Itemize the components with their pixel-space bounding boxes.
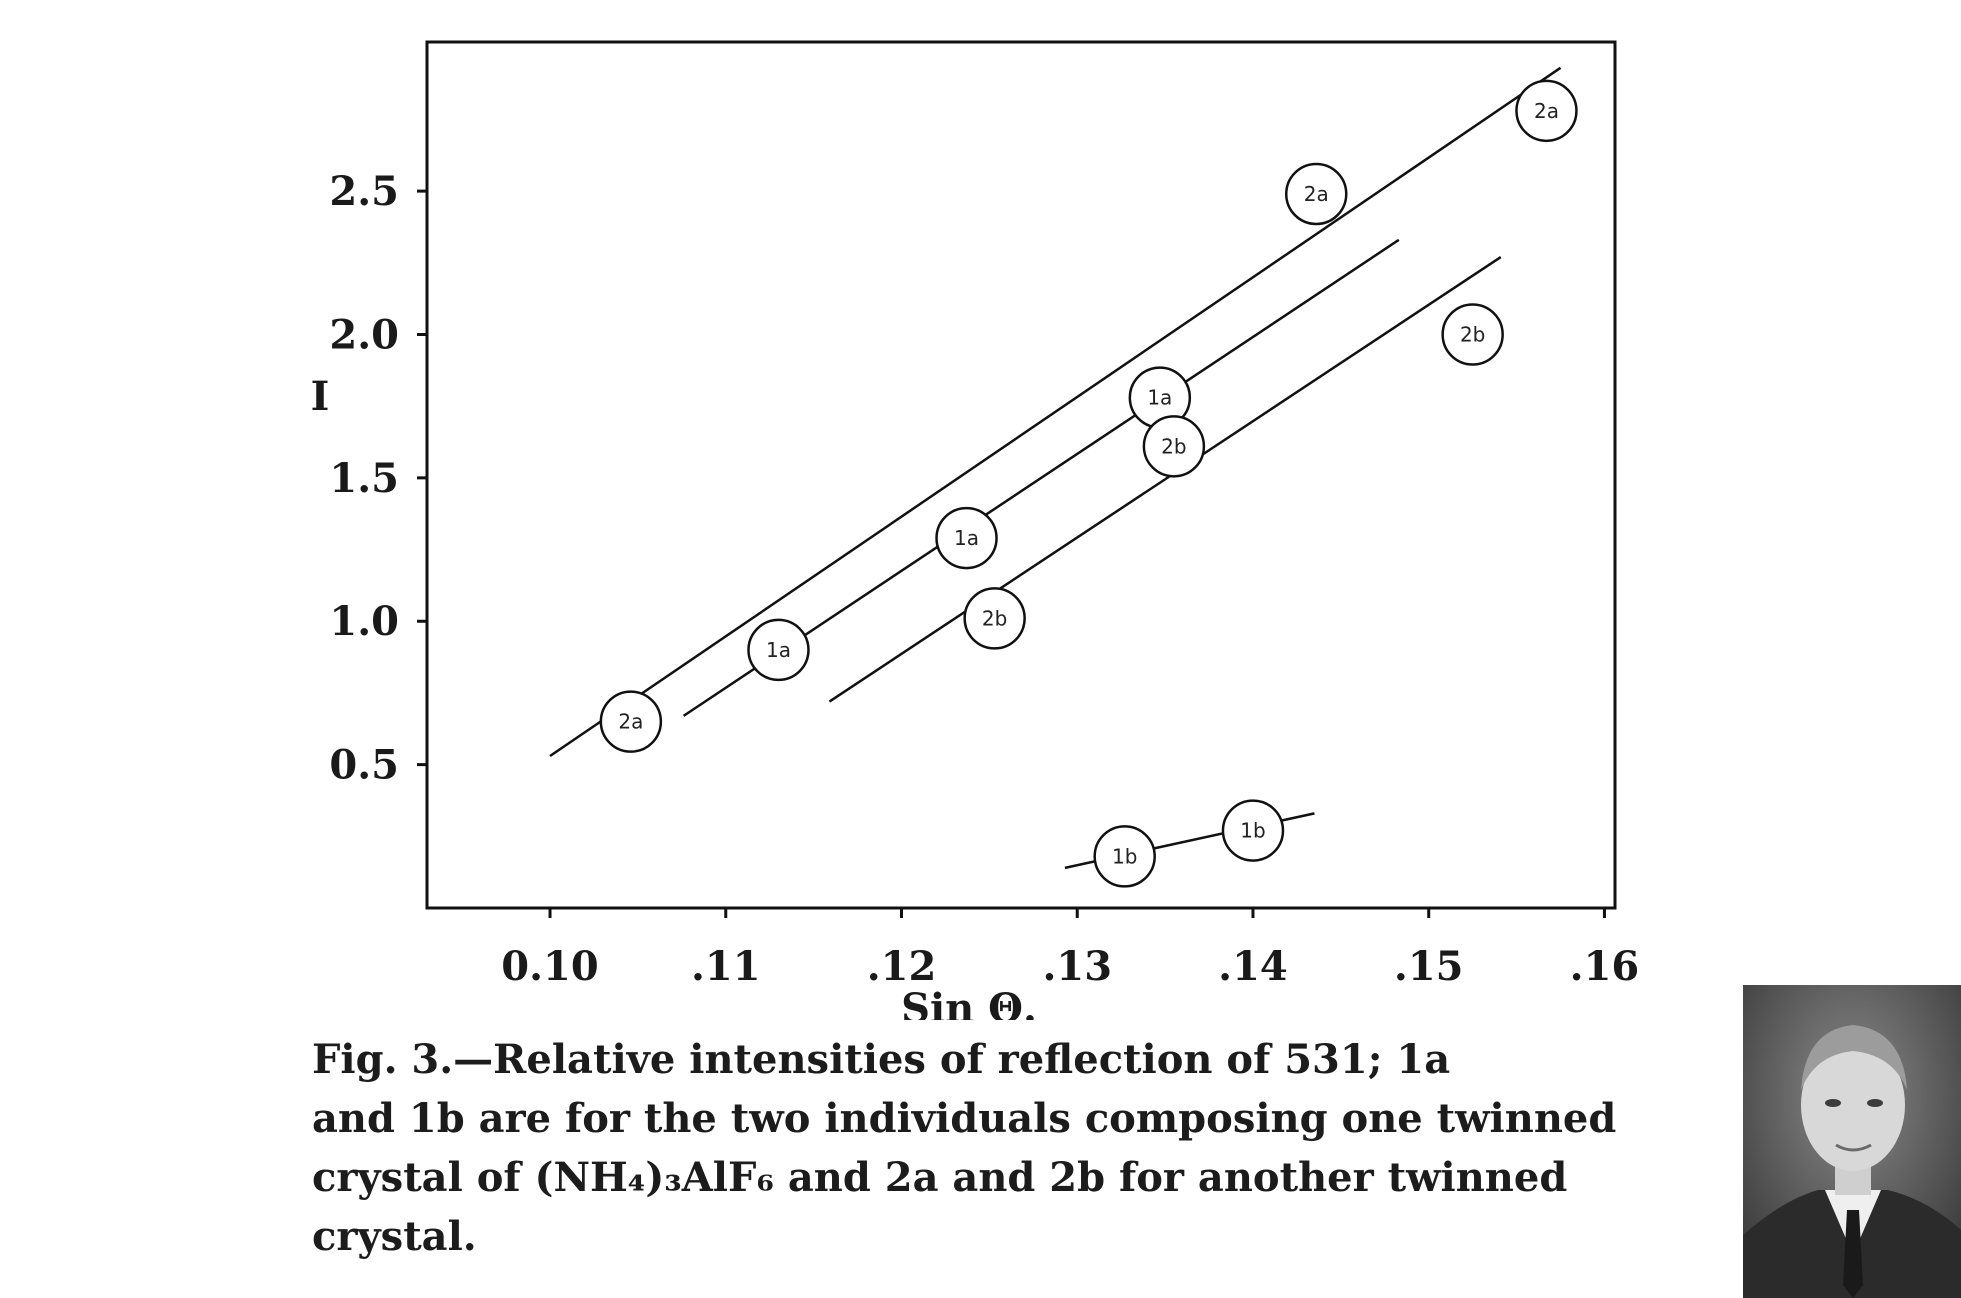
y-tick-label: 1.5 <box>329 455 399 502</box>
fit-line <box>549 66 1562 758</box>
point-label: 1a <box>766 638 791 662</box>
data-point: 2a <box>1284 162 1348 226</box>
point-marker <box>599 690 663 753</box>
point-marker <box>1142 415 1206 478</box>
y-axis-title: I <box>311 373 330 420</box>
point-marker <box>1441 303 1504 366</box>
chart: 0.5 1.0 1.5 2.0 2.5 0.10 .11 .12 .13 .14 .15 .16 2… <box>311 40 1639 1020</box>
figure-caption: Fig. 3.—Relative intensities of reflecti… <box>312 1030 1630 1266</box>
x-tick-label: .16 <box>1570 943 1640 990</box>
data-point: 1a <box>747 618 810 682</box>
x-tick-label: .14 <box>1218 943 1288 990</box>
point-label: 2a <box>618 710 643 734</box>
data-point: 1b <box>1093 825 1156 888</box>
point-label: 1a <box>954 526 979 550</box>
y-tick-label: 1.0 <box>329 598 399 645</box>
point-label: 2b <box>1460 322 1485 346</box>
caption-line: Fig. 3.—Relative intensities of reflecti… <box>312 1036 1451 1083</box>
data-point: 2b <box>1142 415 1206 478</box>
caption-line: crystal of (NH₄)₃AlF₆ and 2a and 2b for … <box>312 1154 1568 1201</box>
data-point: 2a <box>599 690 663 753</box>
data-point: 2b <box>963 587 1026 650</box>
x-tick-label: .15 <box>1394 943 1464 990</box>
point-label: 2a <box>1534 99 1559 123</box>
y-tick-label: 2.0 <box>329 311 399 358</box>
caption-line: crystal. <box>312 1213 477 1260</box>
point-marker <box>935 506 998 570</box>
point-label: 2b <box>982 606 1007 630</box>
point-marker <box>963 587 1026 650</box>
y-tick-label: 2.5 <box>329 168 399 215</box>
x-axis: 0.10 .11 .12 .13 .14 .15 .16 <box>501 908 1639 990</box>
data-point: 2a <box>1515 79 1578 143</box>
point-marker <box>747 618 810 682</box>
x-tick-label: .11 <box>691 943 761 990</box>
point-marker <box>1221 799 1285 862</box>
point-marker <box>1093 825 1156 888</box>
point-label: 1b <box>1240 819 1265 843</box>
data-point: 1b <box>1221 799 1285 862</box>
data-point: 1a <box>1128 366 1192 429</box>
point-marker <box>1284 162 1348 226</box>
point-label: 2b <box>1161 434 1186 458</box>
caption-line: and 1b are for the two individuals compo… <box>312 1095 1617 1142</box>
plot-frame <box>425 40 1617 910</box>
x-tick-label: 0.10 <box>501 943 598 990</box>
point-marker <box>1515 79 1578 143</box>
fit-line <box>828 256 1502 703</box>
x-axis-title: Sin Θ. <box>901 985 1037 1020</box>
data-points: 2a 2a 2a 1a 1a 1a 2b 2b 2b 1b 1b <box>599 79 1578 888</box>
y-tick-label: 0.5 <box>329 742 399 789</box>
x-tick-label: .12 <box>867 943 937 990</box>
y-axis: 0.5 1.0 1.5 2.0 2.5 <box>329 168 427 789</box>
fit-lines <box>549 66 1562 870</box>
x-tick-label: .13 <box>1042 943 1112 990</box>
author-portrait-photo <box>1743 985 1961 1298</box>
data-point: 1a <box>935 506 998 570</box>
data-point: 2b <box>1441 303 1504 366</box>
point-label: 1b <box>1112 844 1137 868</box>
point-label: 2a <box>1304 182 1329 206</box>
point-label: 1a <box>1147 386 1172 410</box>
